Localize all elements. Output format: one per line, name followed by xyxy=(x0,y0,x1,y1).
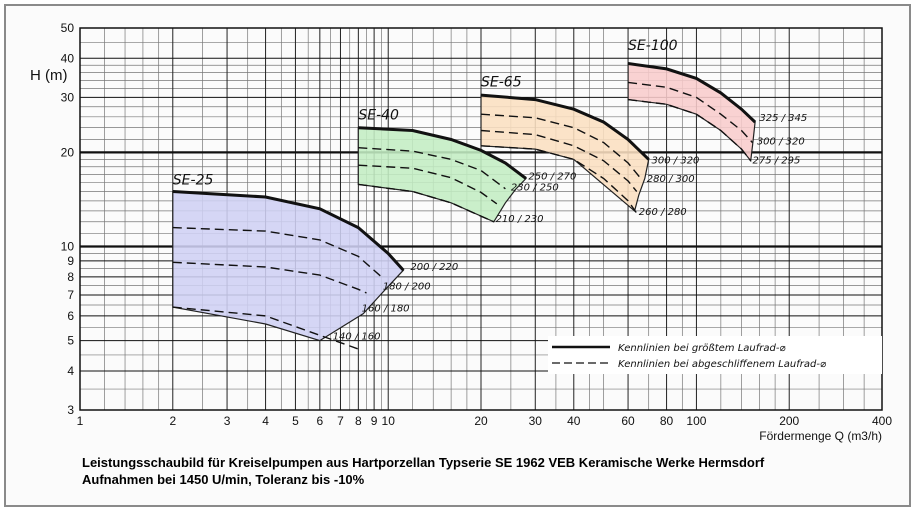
x-tick-label: 2 xyxy=(169,414,176,428)
curve-se-100-1 xyxy=(628,81,754,144)
labels: SE-25 200 / 220 180 / 200 160 / 180 140 / 16… xyxy=(173,38,807,342)
y-tick-label: 50 xyxy=(61,21,75,35)
pump-label-se-40: SE-40 xyxy=(358,107,399,123)
y-tick-label: 40 xyxy=(61,51,75,65)
pump-label-se-65: SE-65 xyxy=(481,74,522,90)
x-tick-label: 80 xyxy=(660,414,674,428)
y-tick-label: 5 xyxy=(67,334,74,348)
curve-se-40-0 xyxy=(358,126,527,180)
x-tick-label: 4 xyxy=(262,414,269,428)
y-tick-label: 10 xyxy=(61,240,75,254)
caption-description: für Kreiselpumpen aus Hartporzellan Typs… xyxy=(204,455,765,470)
x-tick-label: 60 xyxy=(621,414,635,428)
impeller-label: 230 / 250 xyxy=(511,183,559,194)
curve-se-40-3 xyxy=(358,183,495,223)
curve-se-65-2 xyxy=(480,129,638,192)
impeller-label: 325 / 345 xyxy=(759,113,807,124)
pump-label-se-100: SE-100 xyxy=(628,38,678,54)
legend-box xyxy=(548,336,882,374)
curve-se-25-2 xyxy=(172,261,367,294)
x-tick-label: 100 xyxy=(686,414,706,428)
y-tick-label: 3 xyxy=(67,403,74,417)
impeller-label: 160 / 180 xyxy=(362,303,410,314)
impeller-label: 210 / 230 xyxy=(496,214,544,225)
curve-se-65-3 xyxy=(480,145,640,217)
caption-title: Leistungsschaubild xyxy=(82,455,205,470)
impeller-label: 250 / 270 xyxy=(528,171,576,182)
y-axis-label: H (m) xyxy=(30,67,68,84)
curve-se-100-2 xyxy=(628,98,752,162)
impeller-label: 180 / 200 xyxy=(383,281,431,292)
x-tick-label: 10 xyxy=(382,414,396,428)
curve-se-25-0 xyxy=(172,190,405,272)
y-tick-label: 4 xyxy=(67,364,74,378)
x-tick-label: 1 xyxy=(77,414,84,428)
x-tick-label: 5 xyxy=(292,414,299,428)
x-tick-label: 6 xyxy=(316,414,323,428)
figure-frame xyxy=(4,4,911,507)
impeller-label: 300 / 320 xyxy=(757,137,805,148)
caption-line-1: Leistungsschaubild für Kreiselpumpen aus… xyxy=(82,455,764,470)
curve-se-40-2 xyxy=(358,164,498,205)
impeller-label: 200 / 220 xyxy=(410,262,458,273)
x-tick-label: 40 xyxy=(567,414,581,428)
y-tick-label: 7 xyxy=(67,288,74,302)
impeller-label: 300 / 320 xyxy=(652,156,700,167)
x-tick-label: 8 xyxy=(355,414,362,428)
pump-label-se-25: SE-25 xyxy=(173,172,214,188)
y-tick-label: 30 xyxy=(61,90,75,104)
impeller-label: 260 / 280 xyxy=(639,207,687,218)
operating-regions xyxy=(172,62,756,342)
x-tick-label: 400 xyxy=(872,414,892,428)
impeller-label: 280 / 300 xyxy=(647,174,695,185)
y-tick-label: 9 xyxy=(67,254,74,268)
impeller-label: 140 / 160 xyxy=(333,331,381,342)
curve-se-65-0 xyxy=(480,93,650,161)
y-tick-label: 6 xyxy=(67,309,74,323)
curve-se-25-1 xyxy=(172,226,382,278)
legend-label: Kennlinien bei abgeschliffenem Laufrad-⌀ xyxy=(618,359,827,370)
curve-se-100-0 xyxy=(627,62,757,124)
axes: 1 2 3 4 5 6 7 8 9 10 20 30 40 60 80 100 200 4003456789102… xyxy=(30,21,892,443)
plot-border xyxy=(79,27,883,411)
curve-se-40-1 xyxy=(358,147,506,190)
impeller-label: 275 / 295 xyxy=(752,156,800,167)
x-tick-label: 200 xyxy=(779,414,799,428)
legend: Kennlinien bei größtem Laufrad-⌀ Kennlini… xyxy=(548,336,882,374)
legend-label: Kennlinien bei größtem Laufrad-⌀ xyxy=(618,343,786,354)
x-tick-label: 30 xyxy=(529,414,543,428)
x-tick-label: 3 xyxy=(224,414,231,428)
y-tick-label: 8 xyxy=(67,270,74,284)
x-tick-label: 20 xyxy=(474,414,488,428)
x-tick-label: 7 xyxy=(337,414,344,428)
characteristic-curves xyxy=(172,62,757,350)
caption-line-2: Aufnahmen bei 1450 U/min, Toleranz bis -… xyxy=(82,472,365,487)
curve-se-25-3 xyxy=(172,306,359,350)
x-axis-label: Fördermenge Q (m3/h) xyxy=(759,429,882,443)
curve-se-65-1 xyxy=(480,113,642,179)
y-tick-label: 20 xyxy=(61,145,75,159)
x-tick-label: 9 xyxy=(371,414,378,428)
